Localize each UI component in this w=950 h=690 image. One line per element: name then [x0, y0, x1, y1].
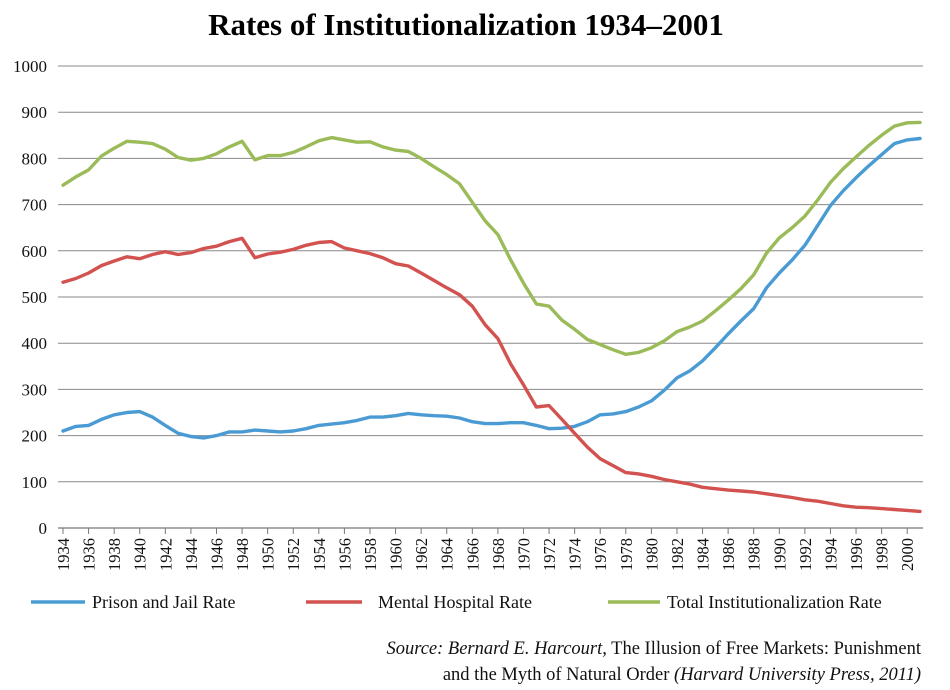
x-tick-label-1982: 1982	[668, 538, 687, 571]
x-tick-label-1976: 1976	[591, 538, 610, 571]
series-line-mental-hospital-rate	[61, 236, 922, 514]
x-tick-label-1934: 1934	[54, 538, 73, 571]
x-tick-label-2000: 2000	[898, 538, 917, 571]
series-line-prison-and-jail-rate	[61, 136, 922, 440]
x-tick-label-1938: 1938	[105, 538, 124, 571]
y-tick-label-1000: 1000	[13, 57, 47, 76]
y-axis: 0 100 200 300 400 500 600 700 800 900 1000	[13, 57, 47, 538]
x-tick-label-1948: 1948	[233, 538, 252, 571]
x-tick-label-1944: 1944	[182, 538, 201, 571]
y-tick-label-800: 800	[22, 149, 48, 168]
x-tick-label-1966: 1966	[463, 538, 482, 571]
chart-title: Rates of Institutionalization 1934–2001	[208, 7, 724, 42]
x-tick-label-1958: 1958	[361, 538, 380, 571]
x-tick-label-1936: 1936	[80, 538, 99, 571]
x-tick-label-1946: 1946	[207, 538, 226, 571]
source-book-title-part2: and the Myth of Natural Order	[443, 665, 674, 685]
x-tick-label-1988: 1988	[745, 538, 764, 571]
x-tick-label-1942: 1942	[156, 538, 175, 571]
x-tick-label-1990: 1990	[770, 538, 789, 571]
series-lines	[61, 120, 922, 514]
x-tick-label-1978: 1978	[617, 538, 636, 571]
x-tick-label-1984: 1984	[694, 538, 713, 571]
y-tick-label-300: 300	[22, 380, 48, 399]
x-tick-label-1940: 1940	[131, 538, 150, 571]
source-book-title-part1: The Illusion of Free Markets: Punishment	[607, 639, 922, 659]
x-tick-label-1972: 1972	[540, 538, 559, 571]
x-tick-label-1962: 1962	[412, 538, 431, 571]
y-tick-label-900: 900	[22, 103, 48, 122]
x-tick-label-1996: 1996	[847, 538, 866, 571]
x-tick-label-1974: 1974	[566, 538, 585, 571]
legend-label-prison-and-jail-rate: Prison and Jail Rate	[92, 592, 235, 612]
legend-label-mental-hospital-rate: Mental Hospital Rate	[378, 592, 532, 612]
y-tick-label-400: 400	[22, 334, 48, 353]
y-tick-label-500: 500	[22, 288, 48, 307]
x-tick-label-1986: 1986	[719, 538, 738, 571]
x-tick-label-1970: 1970	[514, 538, 533, 571]
x-tick-label-1992: 1992	[796, 538, 815, 571]
y-tick-label-100: 100	[22, 473, 48, 492]
y-tick-label-700: 700	[22, 196, 48, 215]
x-tick-label-1980: 1980	[642, 538, 661, 571]
x-tick-label-1964: 1964	[438, 538, 457, 571]
x-axis: 1934 1936 1938 1940 1942 1944 1946 1948 1950 1952…	[54, 527, 923, 571]
series-line-total-institutionalization-rate	[61, 120, 922, 356]
source-line-1: Source: Bernard E. Harcourt, The Illusio…	[386, 639, 921, 659]
y-tick-label-0: 0	[39, 519, 48, 538]
x-tick-label-1954: 1954	[310, 538, 329, 571]
x-tick-label-1968: 1968	[489, 538, 508, 571]
x-tick-label-1998: 1998	[873, 538, 892, 571]
source-note: Source: Bernard E. Harcourt, The Illusio…	[386, 639, 921, 685]
y-tick-label-200: 200	[22, 427, 48, 446]
legend-label-total-institutionalization-rate: Total Institutionalization Rate	[667, 592, 882, 612]
gridlines	[58, 65, 923, 483]
x-tick-label-1960: 1960	[387, 538, 406, 571]
x-tick-label-1994: 1994	[821, 538, 840, 571]
source-publisher: (Harvard University Press, 2011)	[674, 665, 921, 685]
x-tick-label-1956: 1956	[335, 538, 354, 571]
source-author: Source: Bernard E. Harcourt,	[386, 639, 606, 659]
source-line-2: and the Myth of Natural Order (Harvard U…	[443, 665, 921, 685]
y-tick-label-600: 600	[22, 242, 48, 261]
legend: Prison and Jail Rate Mental Hospital Rate…	[31, 592, 882, 612]
x-tick-label-1952: 1952	[284, 538, 303, 571]
x-tick-label-1950: 1950	[259, 538, 278, 571]
